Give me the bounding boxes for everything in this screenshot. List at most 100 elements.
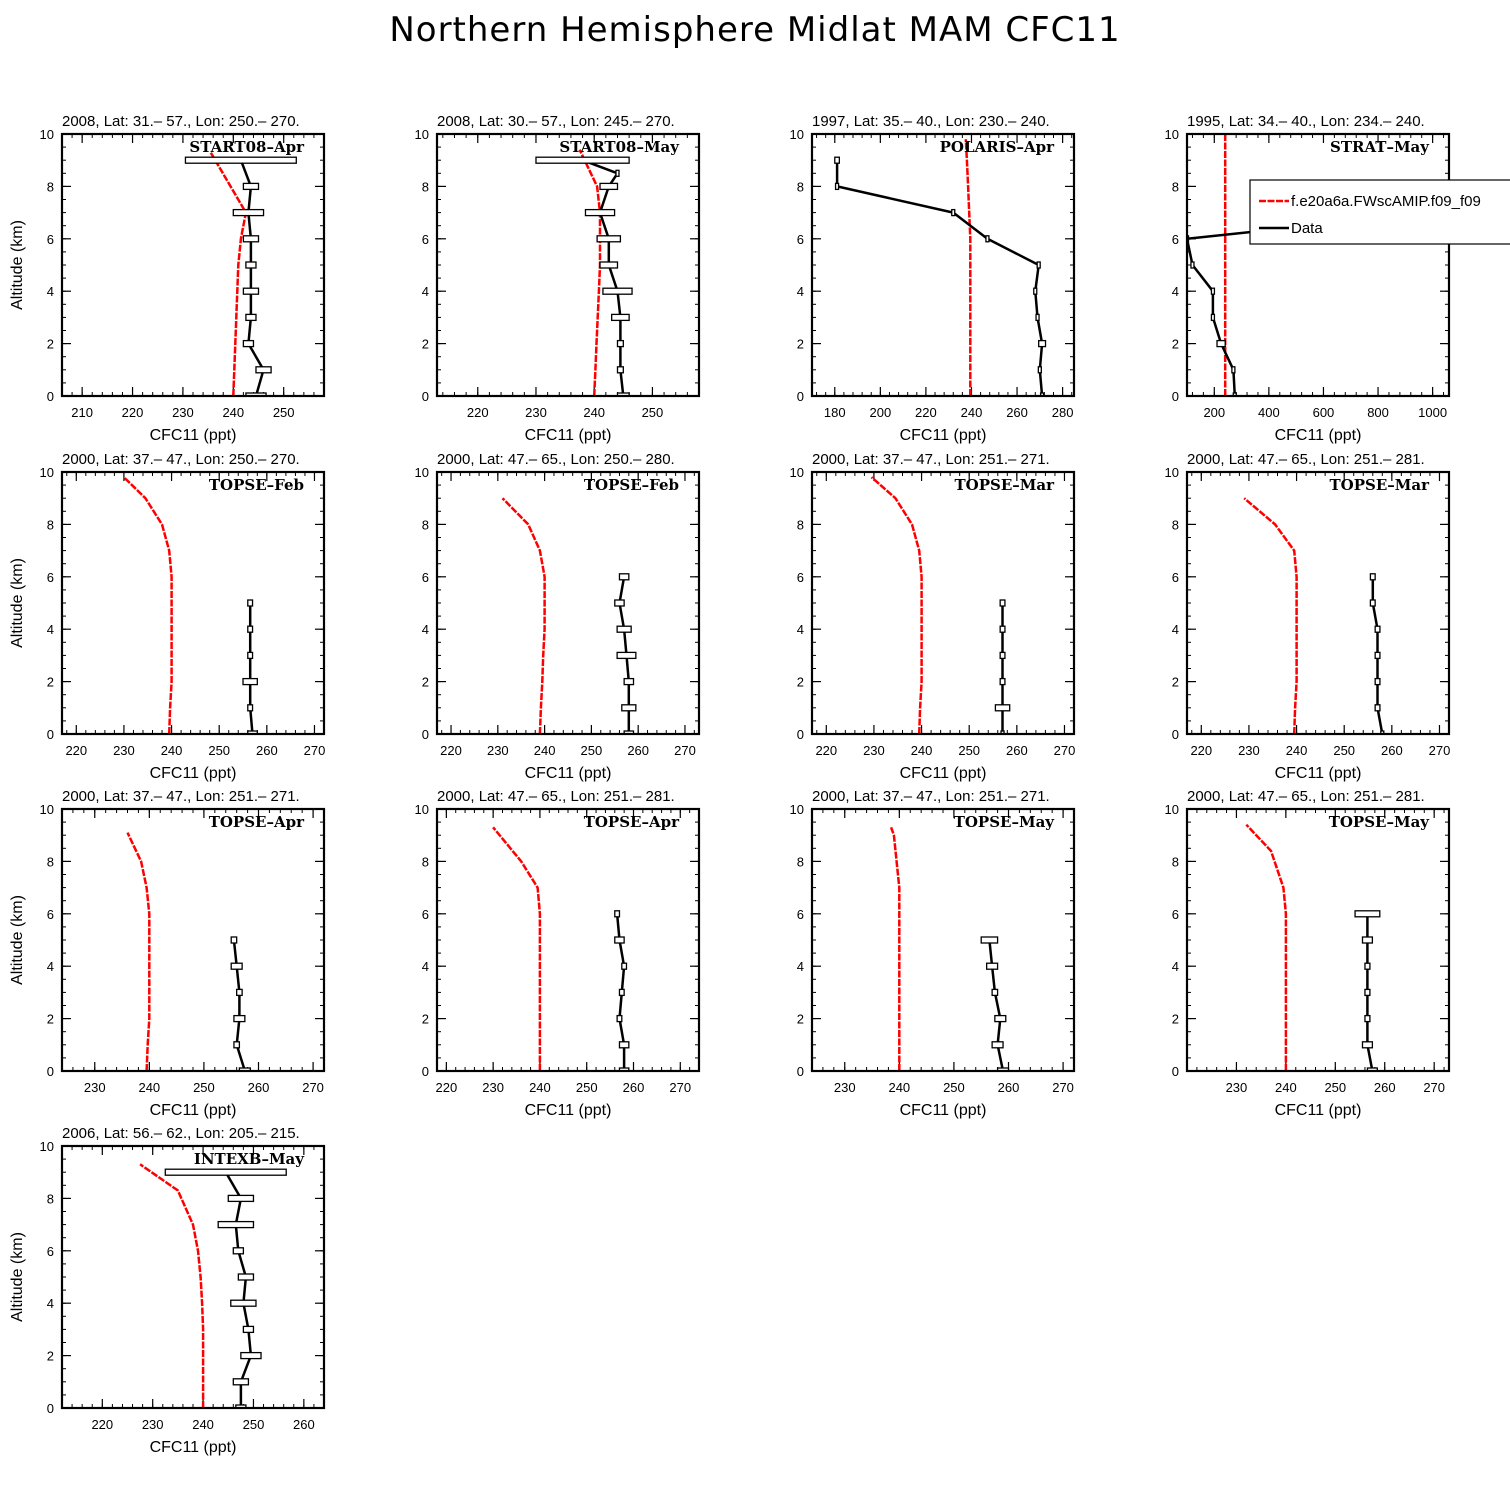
campaign-label: TOPSE–Apr	[584, 813, 680, 831]
campaign-label: START08–May	[559, 138, 680, 156]
plot-frame	[60, 470, 326, 736]
x-tick-label: 220	[1190, 743, 1212, 758]
y-tick-label: 2	[1172, 1012, 1179, 1027]
data-error-box	[247, 599, 254, 607]
data-error-box	[616, 392, 630, 396]
chart-panel: 220 230 240 250 260 270 0 2 4 6 8 10 2000, Lat: 37.–…	[790, 451, 1076, 782]
x-tick-label: 400	[1258, 405, 1280, 420]
x-tick-label: 230	[84, 1080, 106, 1095]
y-tick-label: 2	[422, 675, 429, 690]
data-error-box	[232, 1247, 245, 1255]
x-tick-label: 220	[91, 1417, 113, 1432]
y-tick-label: 6	[797, 232, 804, 247]
chart-panel: 220 230 240 250 260 0 2 4 6 8 10 2006, Lat: 56.– 62…	[9, 1125, 326, 1456]
x-tick-label: 240	[138, 1080, 160, 1095]
x-axis-label: CFC11 (ppt)	[900, 427, 987, 444]
y-tick-label: 6	[1172, 570, 1179, 585]
y-tick-label: 4	[422, 622, 429, 637]
data-error-box	[255, 366, 272, 374]
legend-box	[1249, 179, 1510, 245]
x-axis-label: CFC11 (ppt)	[1275, 1102, 1362, 1119]
data-error-box	[217, 1220, 255, 1229]
y-tick-label: 2	[797, 1012, 804, 1027]
plot-frame	[60, 1144, 326, 1410]
figure-title: Northern Hemisphere Midlat MAM CFC11	[389, 10, 1121, 50]
y-tick-label: 0	[47, 389, 54, 404]
plot-frame	[810, 807, 1076, 1073]
chart-panel: 220 230 240 250 260 270 0 2 4 6 8 10 2000, Lat: 47.–…	[415, 451, 701, 782]
y-tick-label: 4	[1172, 284, 1179, 299]
y-tick-label: 6	[1172, 907, 1179, 922]
y-tick-label: 8	[47, 517, 54, 532]
data-error-box	[184, 156, 297, 164]
y-axis-label: Altitude (km)	[9, 220, 26, 310]
panel-title: 2000, Lat: 47.– 65., Lon: 251.– 281.	[1187, 451, 1425, 468]
data-line	[239, 159, 265, 396]
y-tick-label: 8	[47, 854, 54, 869]
legend-model-label: f.e20a6a.FWscAMIP.f09_f09	[1291, 193, 1481, 210]
data-error-box	[1369, 599, 1376, 607]
x-tick-label: 280	[1052, 405, 1074, 420]
data-error-box	[614, 936, 625, 944]
y-tick-label: 6	[422, 232, 429, 247]
chart-panel: 230 240 250 260 270 0 2 4 6 8 10 2000, Lat: 37.– 47…	[9, 788, 326, 1119]
y-tick-label: 0	[1172, 1064, 1179, 1079]
plot-frame	[1185, 470, 1451, 736]
y-tick-label: 8	[1172, 517, 1179, 532]
x-tick-label: 270	[669, 1080, 691, 1095]
data-error-box	[1216, 339, 1226, 348]
x-tick-label: 600	[1313, 405, 1335, 420]
model-line	[870, 476, 923, 734]
x-tick-label: 260	[293, 1417, 315, 1432]
x-tick-label: 220	[815, 743, 837, 758]
panel-title: 2000, Lat: 37.– 47., Lon: 251.– 271.	[812, 788, 1050, 805]
data-error-box	[233, 1014, 246, 1023]
x-axis-label: CFC11 (ppt)	[1275, 427, 1362, 444]
panel-title: 1997, Lat: 35.– 40., Lon: 230.– 240.	[812, 113, 1050, 130]
y-tick-label: 0	[422, 389, 429, 404]
y-tick-label: 2	[797, 337, 804, 352]
data-error-box	[994, 704, 1011, 712]
x-tick-label: 250	[1333, 743, 1355, 758]
data-error-box	[999, 677, 1006, 686]
data-error-box	[227, 1194, 255, 1203]
data-error-box	[951, 208, 956, 217]
data-error-box	[1210, 287, 1216, 295]
data-error-box	[1364, 1014, 1371, 1023]
x-tick-label: 270	[1054, 743, 1076, 758]
data-error-box	[616, 339, 624, 348]
data-error-box	[245, 392, 267, 396]
panel-title: 2000, Lat: 37.– 47., Lon: 251.– 271.	[62, 788, 300, 805]
x-tick-label: 250	[943, 1080, 965, 1095]
data-error-box	[599, 182, 619, 191]
y-tick-label: 4	[1172, 622, 1179, 637]
y-tick-label: 8	[422, 179, 429, 194]
data-error-box	[621, 704, 637, 712]
data-error-box	[242, 677, 258, 686]
y-tick-label: 10	[1165, 127, 1179, 142]
data-error-box	[1374, 651, 1381, 660]
x-tick-label: 230	[142, 1417, 164, 1432]
data-error-box	[602, 287, 633, 295]
plot-area	[1243, 497, 1385, 734]
y-tick-label: 4	[797, 959, 804, 974]
y-tick-label: 2	[47, 337, 54, 352]
y-tick-label: 0	[1172, 727, 1179, 742]
plot-frame	[60, 807, 326, 1073]
y-tick-label: 4	[1172, 959, 1179, 974]
y-tick-label: 6	[47, 232, 54, 247]
y-tick-label: 0	[797, 389, 804, 404]
data-error-box	[232, 208, 265, 217]
plot-area	[535, 149, 633, 396]
campaign-label: TOPSE–Mar	[1330, 476, 1431, 494]
y-tick-label: 2	[47, 1349, 54, 1364]
y-tick-label: 0	[47, 1401, 54, 1416]
data-error-box	[247, 704, 254, 712]
x-tick-label: 240	[222, 405, 244, 420]
data-error-box	[623, 677, 635, 686]
data-error-box	[618, 1041, 630, 1049]
plot-area	[501, 497, 637, 734]
chart-panel: 230 240 250 260 270 0 2 4 6 8 10 2000, Lat: 47.– 65…	[1165, 788, 1451, 1119]
x-tick-label: 240	[583, 405, 605, 420]
x-axis-label: CFC11 (ppt)	[525, 1102, 612, 1119]
